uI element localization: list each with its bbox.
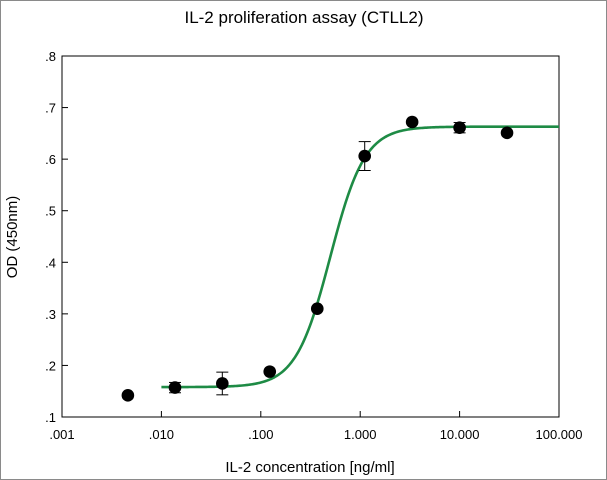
data-point-2 bbox=[216, 377, 229, 390]
y-tick-label-7: .8 bbox=[45, 49, 56, 64]
axis-ticks: .001 .010 .100 1.000 10.000 100.000 .1 .2 .3 .4 .5… bbox=[45, 49, 582, 442]
fit-curve bbox=[161, 125, 559, 389]
x-tick-label-2: .100 bbox=[248, 427, 273, 442]
data-points bbox=[121, 115, 514, 402]
x-tick-label-1: .010 bbox=[149, 427, 174, 442]
data-point-0 bbox=[121, 389, 135, 402]
plot-area bbox=[61, 55, 560, 418]
data-point-1 bbox=[168, 381, 182, 394]
data-point-5 bbox=[358, 149, 372, 163]
y-tick-label-4: .5 bbox=[45, 204, 56, 219]
chart-title: IL-2 proliferation assay (CTLL2) bbox=[184, 8, 423, 27]
x-tick-label-4: 10.000 bbox=[440, 427, 480, 442]
y-tick-label-6: .7 bbox=[45, 101, 56, 116]
x-axis-label: IL-2 concentration [ng/ml] bbox=[225, 459, 394, 476]
data-point-4 bbox=[310, 302, 324, 316]
x-tick-label-5: 100.000 bbox=[536, 427, 583, 442]
y-tick-label-3: .4 bbox=[45, 255, 56, 270]
y-axis-label: OD (450nm) bbox=[4, 196, 21, 279]
data-point-8 bbox=[500, 126, 514, 140]
data-point-7 bbox=[453, 121, 466, 134]
y-tick-label-1: .2 bbox=[45, 358, 56, 373]
x-tick-label-3: 1.000 bbox=[344, 427, 377, 442]
y-tick-label-2: .3 bbox=[45, 307, 56, 322]
y-tick-label-5: .6 bbox=[45, 152, 56, 167]
y-tick-label-0: .1 bbox=[45, 410, 56, 425]
x-tick-label-0: .001 bbox=[49, 427, 74, 442]
fit-curve-group bbox=[161, 125, 559, 389]
data-point-6 bbox=[405, 115, 419, 129]
data-point-3 bbox=[263, 365, 277, 378]
